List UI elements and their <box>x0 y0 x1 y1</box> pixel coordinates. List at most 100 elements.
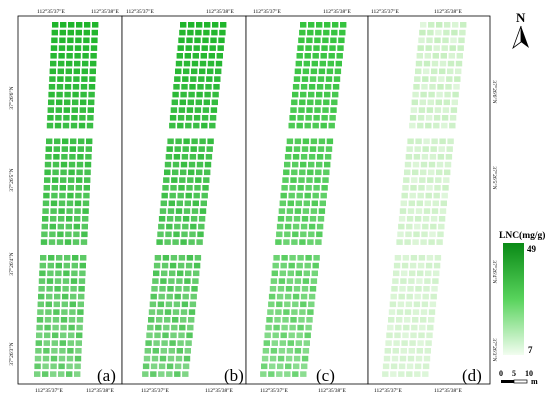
field-plot <box>294 138 302 145</box>
field-plot <box>309 216 317 222</box>
field-plot <box>431 208 439 214</box>
field-plot <box>263 340 270 346</box>
field-plot <box>172 91 179 98</box>
field-plot <box>76 317 84 323</box>
field-plot <box>323 29 330 36</box>
field-plot <box>262 348 270 354</box>
field-plot <box>52 177 59 183</box>
field-plot <box>326 68 334 75</box>
field-plot <box>278 348 286 354</box>
field-plot <box>83 192 90 199</box>
field-plot <box>209 45 216 51</box>
field-plot <box>335 60 342 67</box>
field-plot <box>42 208 49 214</box>
field-plot <box>261 355 269 362</box>
field-plot <box>75 37 82 44</box>
field-plot <box>405 231 412 238</box>
field-plot <box>188 317 195 323</box>
lon-bottom-c-right: 112°35'38"E <box>318 387 346 394</box>
field-plot <box>325 76 333 82</box>
field-plot <box>429 301 437 308</box>
lat-left-4: 37°26'3"N <box>8 342 15 365</box>
field-plot <box>91 37 98 44</box>
lon-bottom-b-left: 112°35'37"E <box>141 387 169 394</box>
field-plot <box>66 355 74 362</box>
field-plot <box>79 262 86 269</box>
lon-bottom-b-right: 112°35'38"E <box>205 387 233 394</box>
lon-top-b-right: 112°35'38"E <box>206 8 234 15</box>
field-plot <box>414 363 422 370</box>
field-plot <box>56 91 63 98</box>
field-plot <box>60 169 67 176</box>
lat-right-2: 37°26'5"N <box>491 166 498 189</box>
field-plot <box>400 278 407 284</box>
field-plot <box>180 91 187 98</box>
field-plot <box>40 239 48 245</box>
field-plot <box>432 200 439 207</box>
field-plot <box>318 138 326 145</box>
field-plot <box>292 223 300 230</box>
field-plot <box>289 115 296 121</box>
field-plot <box>204 161 212 168</box>
field-plot <box>286 348 294 354</box>
field-plot <box>190 216 198 222</box>
legend-title: LNC(mg/g) <box>499 230 545 241</box>
field-plot <box>77 309 84 315</box>
field-plot <box>450 37 457 44</box>
field-plot <box>47 107 54 113</box>
field-plot <box>60 317 68 323</box>
field-plot <box>58 60 65 67</box>
field-plot <box>58 363 65 370</box>
field-plot <box>312 122 319 129</box>
field-plot <box>300 161 307 168</box>
field-plot <box>416 200 423 207</box>
field-plot <box>176 348 183 354</box>
field-plot <box>284 371 291 377</box>
scale-tick-10: 10 <box>525 369 533 378</box>
field-plot <box>169 262 177 269</box>
field-plot <box>69 154 76 160</box>
field-plot <box>407 355 415 362</box>
field-plot <box>185 45 192 51</box>
field-plot <box>49 76 56 82</box>
field-plot <box>421 154 429 160</box>
panel-b: (b) <box>121 15 247 385</box>
field-plot <box>293 363 300 370</box>
field-plot <box>433 192 440 199</box>
field-plot <box>180 239 187 245</box>
field-plot <box>167 138 174 145</box>
field-plot <box>303 270 310 277</box>
field-plot <box>418 107 426 113</box>
field-plot <box>291 99 298 106</box>
field-plot <box>65 68 72 75</box>
field-plot <box>291 239 298 245</box>
field-plot <box>193 270 200 277</box>
panel-a-plots <box>34 22 99 377</box>
field-plot <box>275 239 282 245</box>
field-plot <box>67 192 74 199</box>
field-plot <box>199 208 207 214</box>
field-plot <box>412 169 419 176</box>
field-plot <box>50 371 57 377</box>
field-plot <box>198 216 206 222</box>
field-plot <box>147 324 154 331</box>
field-plot <box>300 301 307 308</box>
scale-bar-seg-1 <box>501 380 514 383</box>
field-plot <box>266 317 273 323</box>
field-plot <box>402 332 409 339</box>
field-plot <box>183 286 190 292</box>
field-plot <box>36 317 44 323</box>
field-plot <box>198 146 205 152</box>
field-plot <box>448 53 455 59</box>
field-plot <box>329 115 336 121</box>
field-plot <box>430 76 437 82</box>
field-plot <box>410 255 418 261</box>
field-plot <box>80 239 88 245</box>
field-plot <box>59 192 66 199</box>
field-plot <box>182 76 189 82</box>
field-plot <box>201 115 209 121</box>
field-plot <box>70 138 77 145</box>
field-plot <box>166 371 173 377</box>
field-plot <box>400 348 407 354</box>
field-plot <box>438 223 445 230</box>
